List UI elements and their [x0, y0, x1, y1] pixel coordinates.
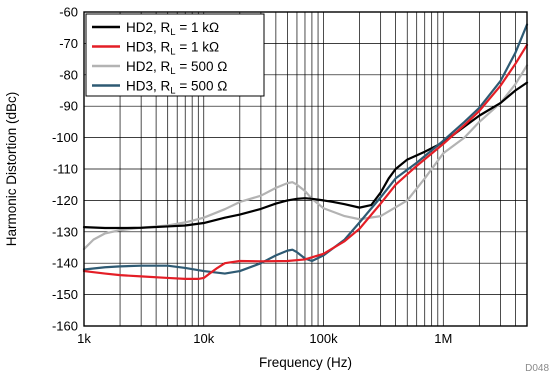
y-tick-label: -100	[52, 130, 78, 145]
series-line-2	[82, 43, 529, 280]
y-tick-label: -130	[52, 224, 78, 239]
y-tick-label: -60	[59, 5, 78, 20]
x-tick-label: 1k	[77, 331, 91, 346]
series-line-1	[82, 81, 529, 230]
y-axis-label: Harmonic Distortion (dBc)	[4, 92, 19, 247]
tick-labels: -160 -150 -140 -130 -120 -110 -100 -90 -80 -70 -60…	[52, 5, 452, 347]
legend-label: HD3, RL = 500 Ω	[126, 79, 227, 97]
y-tick-label: -80	[59, 67, 78, 82]
x-axis-label: Frequency (Hz)	[259, 355, 352, 370]
series-line-4	[82, 23, 529, 275]
legend-label: HD2, RL = 1 kΩ	[126, 20, 219, 38]
legend-label: HD2, RL = 500 Ω	[126, 59, 227, 77]
figure-id: D048	[525, 363, 549, 374]
x-tick-label: 10k	[193, 331, 214, 346]
y-tick-label: -90	[59, 99, 78, 114]
plot-frame	[83, 11, 528, 327]
y-tick-label: -160	[52, 319, 78, 334]
y-tick-label: -140	[52, 256, 78, 271]
series-lines	[82, 23, 529, 280]
y-tick-label: -110	[53, 162, 78, 177]
y-tick-label: -120	[52, 193, 78, 208]
x-tick-label: 1M	[434, 331, 452, 346]
y-tick-label: -150	[52, 287, 78, 302]
legend-label: HD3, RL = 1 kΩ	[126, 40, 219, 58]
y-tick-label: -70	[59, 36, 78, 51]
x-tick-label: 100k	[309, 331, 338, 346]
